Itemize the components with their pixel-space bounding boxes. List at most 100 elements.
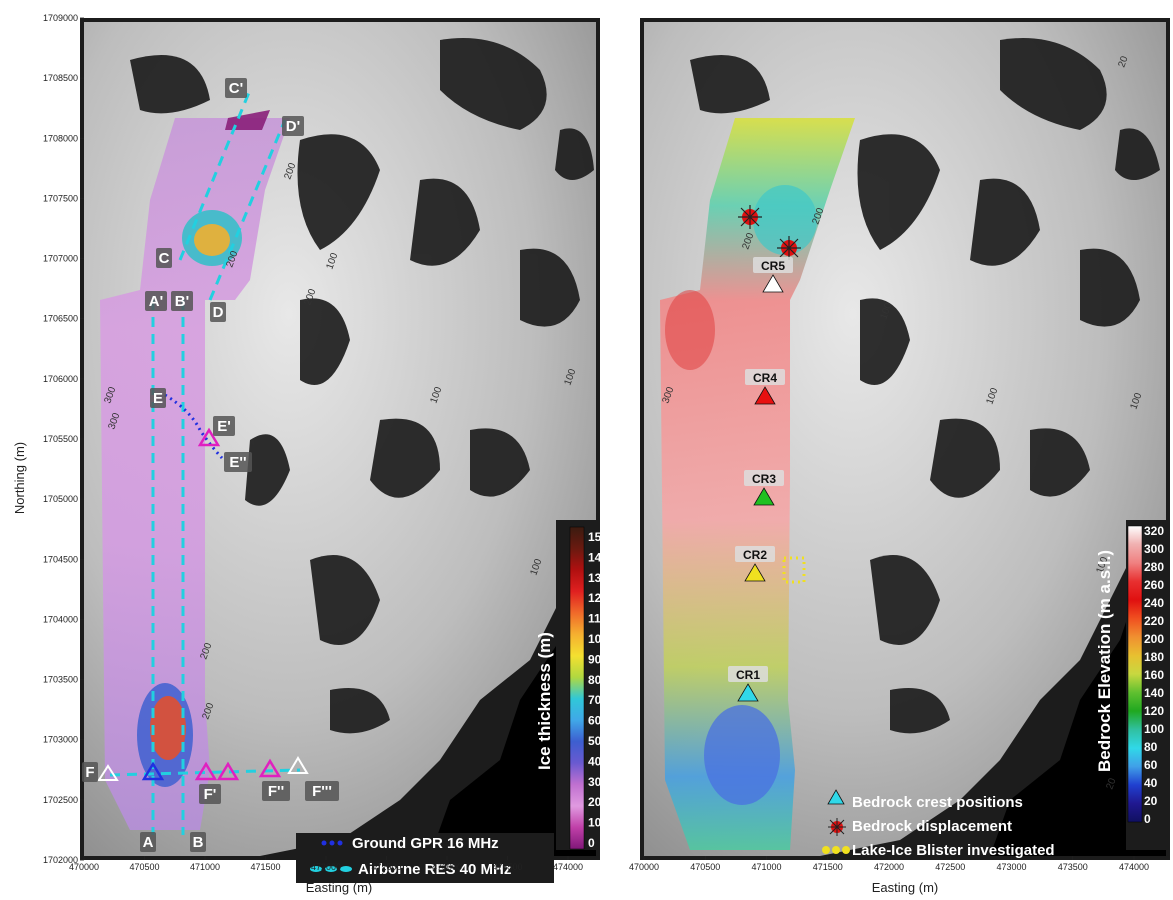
x-tick-label: 470500 bbox=[129, 862, 159, 872]
crest-triangle bbox=[762, 274, 784, 293]
profile-label: D bbox=[213, 304, 224, 321]
thickness-high-north-core bbox=[194, 224, 230, 256]
x-tick-label: 471500 bbox=[813, 862, 843, 872]
x-tick-label: 470000 bbox=[69, 862, 99, 872]
x-tick-label: 473000 bbox=[996, 862, 1026, 872]
colorbar-tick-label: 110 bbox=[588, 612, 608, 626]
profile-label-box bbox=[171, 291, 193, 311]
contour-label: 20 bbox=[1116, 54, 1130, 69]
y-tick-label: 1708000 bbox=[43, 133, 78, 143]
y-tick-label: 1705500 bbox=[43, 434, 78, 444]
triangle-blue bbox=[141, 761, 165, 781]
colorbar-tick-label: 240 bbox=[1144, 596, 1164, 610]
colorbar-tick-label: 30 bbox=[588, 775, 602, 789]
y-tick-label: 1705000 bbox=[43, 494, 78, 504]
profile-label: F'' bbox=[268, 783, 284, 800]
crest-label: CR2 bbox=[743, 548, 767, 562]
right-black-region bbox=[990, 520, 1166, 856]
legend-res-label: Airborne RES 40 MHz bbox=[358, 861, 511, 878]
profile-label: F bbox=[85, 764, 94, 781]
profile-label: E bbox=[153, 390, 163, 407]
colorbar-tick-label: 120 bbox=[1144, 704, 1164, 718]
legend-gpr-label: Ground GPR 16 MHz bbox=[352, 835, 499, 852]
dark-north-strip bbox=[225, 110, 270, 130]
profile-label-box bbox=[305, 781, 339, 801]
colorbar-tick-label: 10 bbox=[588, 816, 602, 830]
y-tick-label: 1703000 bbox=[43, 735, 78, 745]
right-legend: Bedrock crest positions Bedrock displace… bbox=[822, 789, 1055, 859]
y-tick-label: 1706500 bbox=[43, 314, 78, 324]
colorbar-tick-label: 100 bbox=[588, 632, 608, 646]
colorbar-tick-label: 260 bbox=[1144, 578, 1164, 592]
colorbar-tick-label: 180 bbox=[1144, 650, 1164, 664]
x-tick-label: 473000 bbox=[432, 862, 462, 872]
y-tick-label: 1706000 bbox=[43, 374, 78, 384]
crest-label-box bbox=[744, 470, 784, 486]
colorbar-tick-label: 220 bbox=[1144, 614, 1164, 628]
x-tick-label: 472500 bbox=[935, 862, 965, 872]
profile-label-box bbox=[140, 832, 156, 852]
x-tick-label: 472000 bbox=[874, 862, 904, 872]
profile-label-box bbox=[282, 116, 304, 136]
profile-label: A' bbox=[149, 293, 163, 310]
profile-label-box bbox=[210, 302, 226, 322]
left-x-axis-ticks: 470000 470500 471000 471500 472000 472500 4730… bbox=[69, 856, 583, 872]
colorbar-tick-label: 200 bbox=[1144, 632, 1164, 646]
profile-label-box bbox=[262, 781, 290, 801]
colorbar-tick-label: 60 bbox=[588, 714, 602, 728]
y-tick-label: 1703500 bbox=[43, 675, 78, 685]
crest-label-box bbox=[735, 546, 775, 562]
colorbar-tick-label: 20 bbox=[588, 795, 602, 809]
crest-label-box bbox=[753, 257, 793, 273]
elevation-colorbar-title: Bedrock Elevation (m a.s.l.) bbox=[1095, 550, 1114, 772]
x-tick-label: 471500 bbox=[250, 862, 280, 872]
y-tick-label: 1702000 bbox=[43, 855, 78, 865]
profile-label-box bbox=[156, 248, 172, 268]
profile-label-box bbox=[225, 78, 247, 98]
x-tick-label: 473500 bbox=[1058, 862, 1088, 872]
crest-triangle bbox=[737, 683, 759, 702]
displacement-star-2 bbox=[777, 236, 801, 260]
y-tick-label: 1704000 bbox=[43, 614, 78, 624]
crest-triangle bbox=[754, 386, 776, 405]
crest-label: CR4 bbox=[753, 371, 777, 385]
colorbar-tick-label: 60 bbox=[1144, 758, 1158, 772]
crest-label: CR5 bbox=[761, 259, 785, 273]
colorbar-tick-label: 90 bbox=[588, 652, 602, 666]
y-axis-title: Northing (m) bbox=[12, 442, 27, 514]
legend-blister-label: Lake-Ice Blister investigated bbox=[852, 842, 1055, 859]
left-rock-outcrops bbox=[130, 38, 594, 734]
profile-label-box bbox=[145, 291, 167, 311]
triangle-white-end bbox=[287, 756, 309, 774]
y-tick-label: 1707000 bbox=[43, 254, 78, 264]
colorbar-tick-label: 100 bbox=[1144, 722, 1164, 736]
triangle-magenta-1 bbox=[194, 761, 218, 781]
x-tick-label: 471000 bbox=[190, 862, 220, 872]
bedrock-low-north bbox=[753, 185, 817, 255]
bedrock-high-west bbox=[665, 290, 715, 370]
thickness-colorbar-title: Ice thickness (m) bbox=[535, 632, 554, 770]
triangle-F bbox=[97, 764, 119, 781]
profile-label: C bbox=[159, 250, 170, 267]
colorbar-tick-label: 80 bbox=[588, 673, 602, 687]
res-profile-D bbox=[208, 119, 287, 301]
colorbar-tick-label: 50 bbox=[588, 734, 602, 748]
y-tick-label: 1704500 bbox=[43, 554, 78, 564]
left-profile-labels: A B A' B' C D C' D' E E' E'' F F' F'' F''' bbox=[82, 78, 339, 852]
profile-label: F''' bbox=[312, 783, 332, 800]
crest-label: CR1 bbox=[736, 668, 760, 682]
colorbar-tick-label: 280 bbox=[1144, 560, 1164, 574]
profile-label-box bbox=[82, 762, 98, 782]
x-tick-label: 472000 bbox=[311, 862, 341, 872]
profile-label-box bbox=[190, 832, 206, 852]
colorbar-tick-label: 140 bbox=[1144, 686, 1164, 700]
profile-label-box bbox=[213, 416, 235, 436]
crest-triangle bbox=[753, 487, 775, 506]
displacement-star-1 bbox=[738, 205, 762, 229]
profile-label: F' bbox=[204, 786, 217, 803]
colorbar-tick-label: 70 bbox=[588, 693, 602, 707]
